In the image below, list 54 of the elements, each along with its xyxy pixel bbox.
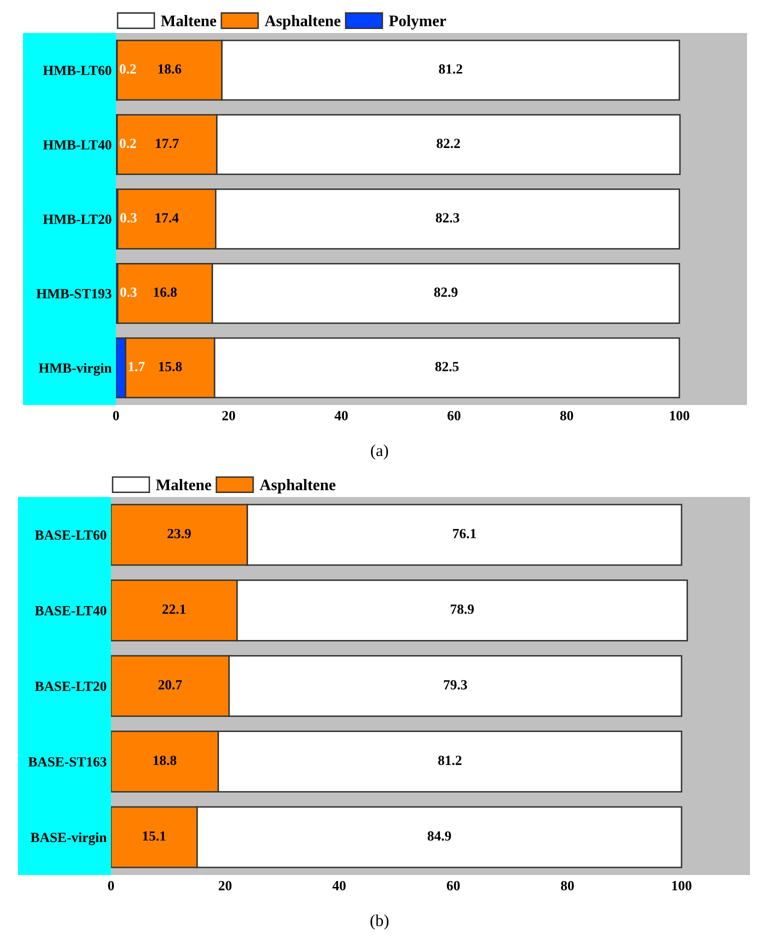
data-label: 17.4	[156, 213, 179, 223]
x-tick-label: 80	[560, 410, 574, 420]
data-label: 84.9	[428, 831, 451, 841]
legend-label: Asphaltene	[260, 479, 336, 494]
data-label: 15.1	[143, 831, 166, 841]
data-label: 1.7	[128, 362, 145, 372]
x-tick-label: 60	[448, 410, 460, 420]
x-tick-label: 20	[218, 880, 232, 890]
legend-label: Polymer	[389, 15, 446, 30]
data-label: 0.3	[120, 213, 137, 223]
x-tick-label: 20	[222, 410, 236, 420]
data-label: 79.3	[444, 680, 467, 690]
x-tick-label: 80	[560, 880, 574, 890]
y-tick-label: HMB-virgin	[38, 362, 112, 376]
y-tick-label: HMB-LT20	[43, 214, 112, 224]
data-label: 81.2	[438, 64, 462, 74]
y-tick-label: BASE-LT40	[35, 606, 106, 616]
x-tick-label: 100	[672, 880, 692, 890]
y-tick-label: BASE-LT20	[35, 682, 106, 691]
data-label: 82.9	[434, 288, 458, 297]
x-tick-label: 60	[446, 880, 460, 890]
legend-label: Maltene	[156, 479, 212, 490]
data-label: 18.8	[154, 756, 176, 766]
data-label: 16.8	[154, 288, 177, 297]
data-label: 0.2	[120, 138, 136, 148]
y-tick-label: BASE-ST163	[28, 757, 106, 767]
y-tick-label: HMB-ST193	[36, 289, 112, 298]
text: (b)	[370, 914, 388, 930]
data-label: 18.6	[158, 64, 182, 74]
legend-label: Asphaltene	[264, 15, 340, 30]
y-tick-label: HMB-LT60	[43, 66, 112, 76]
legend-label: Maltene	[160, 15, 216, 26]
data-label: 82.5	[435, 362, 459, 372]
data-label: 82.3	[436, 213, 460, 223]
data-label: 23.9	[168, 528, 191, 538]
x-tick-label: 40	[332, 880, 346, 890]
x-tick-label: 0	[113, 410, 119, 420]
x-tick-label: 100	[670, 410, 690, 420]
y-tick-label: BASE-LT60	[35, 530, 106, 540]
data-label: 17.7	[156, 138, 179, 148]
text: (a)	[370, 444, 388, 460]
data-label: 82.2	[436, 138, 460, 148]
x-tick-label: 0	[108, 880, 114, 890]
data-label: 22.1	[162, 604, 186, 614]
x-tick-label: 40	[334, 410, 348, 420]
data-label: 76.1	[453, 528, 476, 538]
data-label: 78.9	[450, 604, 474, 614]
data-label: 81.2	[438, 756, 462, 766]
data-label: 20.7	[158, 680, 182, 690]
y-tick-label: BASE-virgin	[30, 832, 107, 846]
y-tick-label: HMB-LT40	[43, 140, 112, 150]
data-label: 15.8	[159, 362, 182, 372]
data-label: 0.2	[120, 64, 136, 74]
data-label: 0.3	[120, 288, 137, 297]
